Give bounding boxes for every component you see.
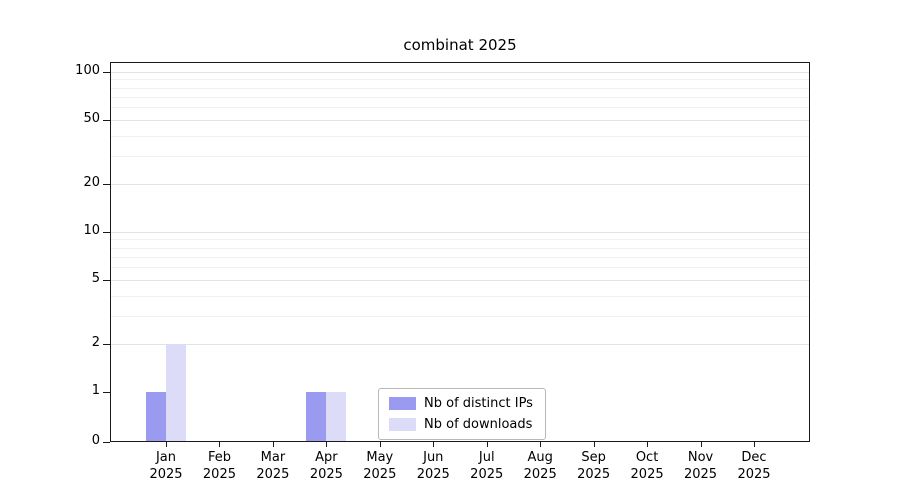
x-tick-label: Mar 2025 — [256, 450, 290, 482]
x-tick-mark — [433, 442, 435, 447]
x-tick-label: Dec 2025 — [737, 450, 771, 482]
legend-swatch-downloads — [389, 418, 416, 431]
y-gridline — [110, 256, 810, 258]
y-gridline — [110, 79, 810, 81]
legend-swatch-distinct-ips — [389, 397, 416, 410]
y-gridline — [110, 280, 810, 282]
y-tick-mark — [103, 183, 110, 185]
legend-label-distinct-ips: Nb of distinct IPs — [424, 396, 533, 411]
y-tick-mark — [103, 392, 110, 393]
x-tick-label: Jun 2025 — [416, 450, 450, 482]
x-tick-mark — [540, 442, 542, 447]
y-tick-label: 100 — [75, 63, 100, 78]
x-tick-label: May 2025 — [363, 450, 397, 482]
y-gridline — [110, 87, 810, 89]
x-tick-label: Aug 2025 — [523, 450, 557, 482]
y-tick-label: 5 — [91, 271, 100, 287]
y-tick-label: 20 — [83, 174, 100, 190]
y-tick-mark — [103, 280, 110, 282]
x-tick-label: Sep 2025 — [577, 450, 611, 482]
x-tick-mark — [754, 442, 755, 447]
y-gridline — [110, 120, 810, 122]
bar-downloads — [166, 343, 186, 442]
bar-distinct-ips — [306, 392, 327, 442]
y-tick-mark — [103, 232, 110, 233]
chart-title: combinat 2025 — [403, 36, 517, 54]
y-gridline — [110, 267, 810, 269]
x-tick-label: Apr 2025 — [309, 450, 343, 482]
plot-border — [110, 62, 810, 442]
x-tick-label: Jan 2025 — [149, 450, 183, 482]
y-gridline — [110, 155, 810, 157]
y-gridline — [110, 107, 810, 109]
x-tick-mark — [166, 442, 167, 447]
y-gridline — [110, 135, 810, 137]
x-tick-label: Jul 2025 — [470, 450, 504, 482]
y-tick-mark — [103, 120, 110, 122]
y-gridline — [110, 247, 810, 249]
x-tick-mark — [272, 442, 274, 447]
legend-item-downloads: Nb of downloads — [389, 417, 533, 432]
x-tick-label: Nov 2025 — [683, 450, 718, 482]
x-tick-mark — [647, 442, 649, 447]
y-tick-label: 50 — [83, 111, 100, 127]
x-tick-mark — [219, 442, 221, 447]
x-tick-mark — [326, 442, 328, 447]
y-tick-label: 2 — [91, 334, 100, 350]
y-tick-mark — [103, 442, 110, 443]
y-tick-mark — [103, 343, 110, 345]
y-tick-label: 10 — [83, 223, 100, 238]
y-gridline — [110, 343, 810, 345]
x-tick-mark — [486, 442, 488, 447]
bar-distinct-ips — [146, 392, 166, 442]
y-gridline — [110, 96, 810, 98]
y-gridline — [110, 239, 810, 241]
bar-downloads — [326, 392, 347, 442]
y-gridline — [110, 183, 810, 185]
y-tick-label: 0 — [91, 433, 100, 448]
x-tick-mark — [379, 442, 381, 447]
legend: Nb of distinct IPs Nb of downloads — [378, 388, 546, 440]
y-tick-mark — [103, 72, 110, 73]
x-tick-label: Oct 2025 — [630, 450, 664, 482]
y-tick-label: 1 — [91, 383, 100, 398]
x-tick-mark — [700, 442, 702, 447]
y-gridline — [110, 232, 810, 233]
x-tick-mark — [593, 442, 595, 447]
legend-item-distinct-ips: Nb of distinct IPs — [389, 396, 533, 411]
legend-label-downloads: Nb of downloads — [424, 417, 533, 432]
y-gridline — [110, 72, 810, 73]
y-gridline — [110, 295, 810, 297]
x-tick-label: Feb 2025 — [202, 450, 236, 482]
y-gridline — [110, 315, 810, 317]
